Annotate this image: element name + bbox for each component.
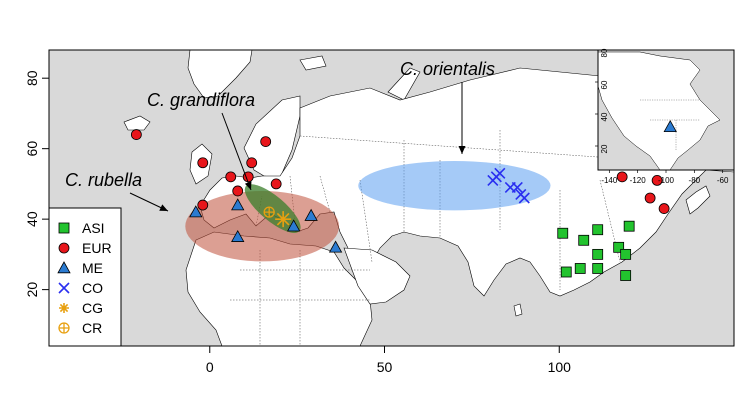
legend-marker-cr [58, 322, 70, 334]
inset-borders [640, 99, 700, 150]
sample-points [130, 129, 670, 281]
point-eur-12 [658, 203, 670, 214]
legend-label-asi: ASI [82, 220, 105, 236]
legend-marker-me [57, 261, 71, 274]
inset-y-tick-label-0: 20 [600, 144, 609, 153]
label-grandiflora: C. grandiflora [147, 90, 255, 110]
inset-point-me-0 [663, 119, 677, 133]
point-co-2 [494, 167, 506, 179]
japan-land [685, 185, 711, 215]
point-co-6 [518, 192, 530, 204]
arrowhead-rubella [159, 204, 168, 211]
x-tick-label-0: 0 [206, 359, 214, 375]
point-eur-6 [246, 157, 258, 169]
arrowhead-orientalis [458, 146, 466, 154]
point-eur-9 [616, 171, 628, 183]
inset-sample-points [663, 119, 677, 133]
legend-label-me: ME [82, 260, 103, 276]
point-eur-8 [270, 178, 282, 190]
point-cr-0 [263, 206, 275, 218]
point-me-3 [286, 219, 301, 232]
point-me-5 [328, 240, 343, 253]
x-tick-label-2: 100 [548, 359, 572, 375]
annotations: C. rubella C. grandiflora C. orientalis [65, 59, 495, 212]
point-asi-4 [592, 224, 604, 236]
inset-map-panel: -140 -120 -100 -80 -60 20 40 60 80 [595, 48, 735, 185]
north-america-land [598, 51, 721, 170]
inset-x-tick-label-2: -100 [658, 176, 675, 185]
range-ellipses [185, 161, 551, 262]
legend-marker-cg [59, 303, 69, 313]
legend-label-cr: CR [82, 320, 102, 336]
legend-label-eur: EUR [82, 240, 112, 256]
inset-y-tick-label-2: 60 [600, 80, 609, 89]
point-asi-5 [592, 248, 604, 260]
inset-x-tick-label-1: -120 [630, 176, 647, 185]
point-asi-6 [592, 263, 604, 274]
legend-markers [57, 222, 71, 334]
point-asi-1 [560, 266, 572, 278]
point-eur-3 [225, 171, 237, 183]
y-tick-label-2: 60 [24, 141, 40, 157]
point-asi-3 [578, 234, 590, 246]
legend-marker-asi [58, 222, 70, 234]
y-tick-label-3: 80 [24, 70, 40, 86]
point-eur-11 [651, 174, 663, 186]
range-ellipse-rubella [185, 190, 340, 262]
point-eur-0 [130, 129, 142, 140]
greenland-land [187, 50, 253, 99]
point-asi-10 [623, 220, 635, 232]
label-rubella: C. rubella [65, 170, 142, 190]
point-me-4 [304, 208, 318, 221]
point-eur-2 [197, 157, 209, 169]
inset-x-tick-label-3: -80 [689, 176, 701, 185]
iceland-land [123, 115, 151, 131]
map-frame [48, 49, 735, 347]
arrowhead-grandiflora [244, 181, 252, 190]
novaya-zemlya-land [387, 67, 421, 101]
legend-marker-co [58, 282, 70, 294]
point-asi-2 [574, 263, 586, 274]
legend: ASI EUR ME CO CG CR [48, 207, 122, 347]
point-asi-8 [620, 248, 632, 260]
point-me-2 [231, 229, 245, 242]
point-co-4 [511, 181, 523, 193]
point-asi-9 [620, 270, 632, 281]
arrow-grandiflora [221, 112, 252, 191]
legend-marker-eur [58, 242, 70, 254]
svalbard-land [299, 55, 327, 71]
x-tick-label-1: 50 [377, 359, 393, 375]
inset-y-tick-label-3: 80 [600, 48, 609, 57]
inset-y-tick-label-1: 40 [600, 112, 609, 121]
inset-axes: -140 -120 -100 -80 -60 20 40 60 80 [595, 48, 729, 185]
arabia-land [343, 247, 411, 305]
point-asi-0 [557, 227, 569, 239]
inset-land [598, 51, 721, 170]
y-tick-label-0: 20 [24, 282, 40, 298]
label-orientalis: C. orientalis [400, 59, 495, 79]
range-ellipse-orientalis [358, 161, 551, 211]
point-me-0 [189, 205, 203, 218]
point-eur-7 [260, 136, 272, 148]
legend-label-co: CO [82, 280, 103, 296]
inset-x-tick-label-0: -140 [601, 176, 618, 185]
point-me-1 [231, 198, 245, 211]
point-asi-7 [613, 241, 625, 253]
inset-x-tick-label-4: -60 [717, 176, 729, 185]
y-tick-label-1: 40 [24, 211, 40, 227]
point-eur-1 [197, 199, 209, 211]
map-axes: 0 50 100 20 40 60 80 [24, 70, 571, 375]
point-eur-4 [232, 185, 244, 197]
point-cg-0 [275, 211, 292, 228]
point-eur-10 [644, 192, 656, 204]
srilanka-land [513, 303, 523, 317]
legend-label-cg: CG [82, 300, 103, 316]
